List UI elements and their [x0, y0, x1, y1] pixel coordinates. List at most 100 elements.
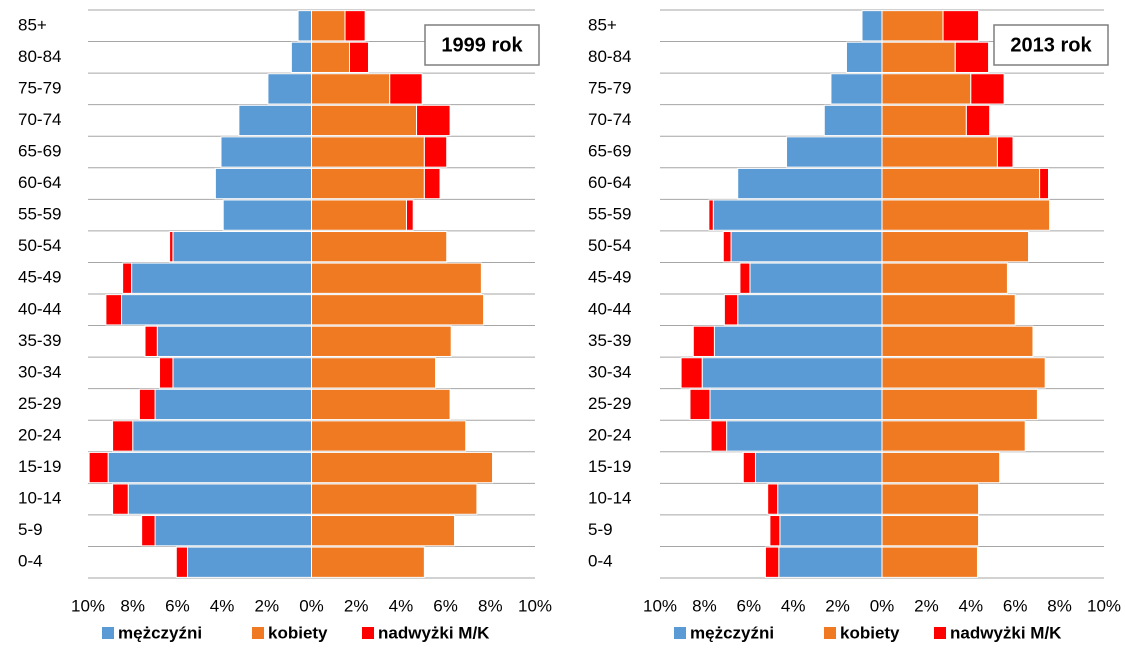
bar [311, 262, 482, 294]
bar [112, 420, 134, 452]
y-tick-label: 60-64 [18, 173, 61, 192]
y-tick-label: 35-39 [18, 331, 61, 350]
x-tick-label: 4% [959, 596, 984, 615]
bar [881, 104, 967, 137]
bar [881, 199, 1051, 231]
y-tick-label: 5-9 [588, 520, 613, 539]
bar [344, 10, 366, 42]
bar [311, 420, 467, 452]
chart-title: 1999 rok [441, 34, 523, 56]
bar [214, 167, 313, 200]
bar [708, 199, 714, 231]
bar [127, 483, 312, 515]
bar [778, 546, 883, 578]
bar [389, 73, 423, 105]
bar [861, 10, 883, 42]
bar [749, 262, 883, 294]
bar [423, 136, 448, 168]
y-tick-label: 35-39 [588, 331, 631, 350]
legend-label: mężczyźni [118, 623, 202, 642]
bar [965, 104, 991, 137]
bar [112, 483, 129, 515]
bar [311, 10, 346, 42]
bar [881, 420, 1026, 452]
bar [141, 515, 156, 547]
bar [144, 325, 158, 357]
bar [311, 104, 418, 137]
bar [238, 104, 312, 137]
bar [348, 41, 369, 73]
y-tick-label: 45-49 [18, 268, 61, 287]
legend-label: mężczyźni [690, 623, 774, 642]
bar [1039, 167, 1049, 200]
bar [754, 451, 883, 484]
bar [138, 388, 156, 421]
x-tick-label: 8% [692, 596, 717, 615]
x-tick-label: 6% [165, 596, 190, 615]
bar [881, 388, 1038, 421]
bar [105, 294, 123, 326]
bar [723, 294, 739, 326]
bar [311, 73, 391, 105]
y-tick-label: 25-29 [588, 394, 631, 413]
title-box [424, 24, 540, 66]
legend-label: nadwyżki M/K [378, 623, 490, 642]
bar [881, 325, 1034, 357]
bar [845, 41, 883, 73]
bar [311, 41, 350, 73]
bar [172, 357, 312, 389]
x-tick-label: 4% [389, 596, 414, 615]
bar [175, 546, 188, 578]
bar [689, 388, 711, 421]
bar [311, 199, 407, 231]
bar [881, 231, 1030, 263]
bar [405, 199, 414, 231]
legend-label: nadwyżki M/K [950, 623, 1062, 642]
bar [742, 451, 756, 484]
x-tick-label: 6% [1003, 596, 1028, 615]
bar [709, 388, 883, 421]
x-tick-label: 2% [344, 596, 369, 615]
x-tick-label: 0% [870, 596, 895, 615]
bar [881, 515, 980, 547]
legend-label: kobiety [840, 623, 900, 642]
bar [881, 262, 1008, 294]
x-tick-label: 10% [643, 596, 677, 615]
y-tick-label: 25-29 [18, 394, 61, 413]
bar [311, 167, 425, 200]
bar [122, 262, 133, 294]
bar [737, 294, 883, 326]
y-tick-label: 40-44 [18, 299, 61, 318]
x-tick-label: 6% [737, 596, 762, 615]
y-tick-label: 20-24 [588, 425, 631, 444]
y-tick-label: 40-44 [588, 299, 631, 318]
x-tick-label: 10% [1087, 596, 1121, 615]
bar [739, 262, 751, 294]
bar [311, 231, 448, 263]
bar [767, 483, 779, 515]
bar [712, 199, 883, 231]
bar [311, 451, 494, 484]
bar [423, 167, 441, 200]
legend-swatch [824, 627, 836, 639]
legend-swatch [102, 627, 114, 639]
bar [786, 136, 883, 168]
x-tick-label: 8% [478, 596, 503, 615]
bar [121, 294, 313, 326]
y-tick-label: 60-64 [588, 173, 631, 192]
x-tick-label: 2% [255, 596, 280, 615]
y-tick-label: 20-24 [18, 425, 61, 444]
bar [132, 420, 312, 452]
y-tick-label: 65-69 [588, 141, 631, 160]
legend-swatch [362, 627, 374, 639]
legend-label: kobiety [268, 623, 328, 642]
bar [131, 262, 312, 294]
y-tick-label: 10-14 [18, 489, 61, 508]
x-tick-label: 2% [914, 596, 939, 615]
x-tick-label: 2% [825, 596, 850, 615]
bar [107, 451, 312, 484]
title-box [993, 24, 1109, 66]
bar [970, 73, 1005, 105]
y-tick-label: 0-4 [588, 552, 613, 571]
y-tick-label: 10-14 [588, 489, 631, 508]
